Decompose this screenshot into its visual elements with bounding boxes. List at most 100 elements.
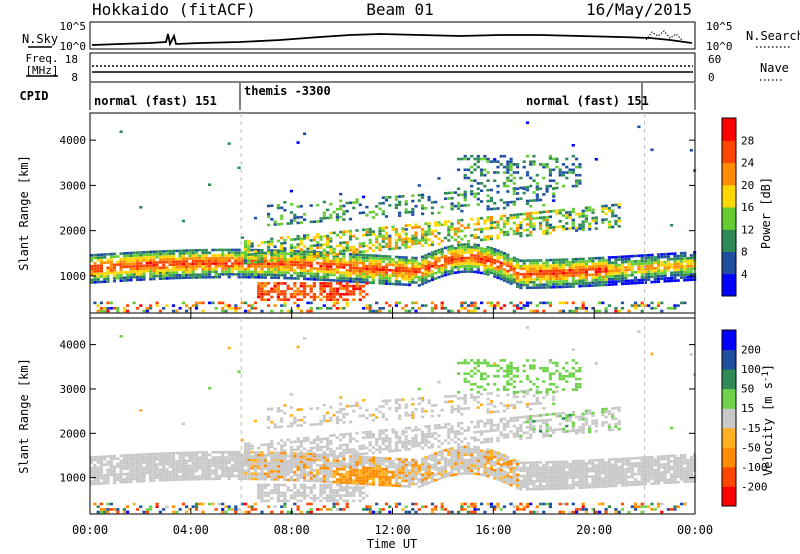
cpid-segment-3: normal (fast) 151 <box>526 94 649 108</box>
velocity-cell <box>214 456 218 459</box>
power-cell <box>165 271 169 275</box>
power-cell <box>339 252 343 256</box>
velocity-cell <box>352 457 356 461</box>
power-cell <box>424 230 428 234</box>
power-cell <box>525 173 530 177</box>
power-cell <box>561 272 566 275</box>
power-cell <box>542 275 546 278</box>
velocity-cell <box>362 508 366 511</box>
power-cell <box>486 259 490 263</box>
power-cell <box>391 228 395 231</box>
velocity-cell <box>250 447 254 450</box>
velocity-cell <box>332 462 336 465</box>
power-cell <box>571 279 575 283</box>
power-cell <box>571 268 575 272</box>
power-cell <box>335 276 339 280</box>
velocity-cell <box>339 486 343 489</box>
velocity-cell <box>440 455 444 458</box>
velocity-cell <box>329 491 333 495</box>
velocity-cell <box>322 489 326 492</box>
power-cell <box>407 283 412 287</box>
velocity-cell <box>171 510 176 514</box>
power-cell <box>571 163 575 166</box>
power-cell <box>99 256 103 259</box>
velocity-cell <box>378 405 382 408</box>
power-cell <box>224 273 228 276</box>
power-cell <box>342 241 346 244</box>
velocity-cell <box>293 416 297 420</box>
velocity-cell <box>443 425 448 429</box>
velocity-cell <box>208 461 212 465</box>
power-cell <box>486 157 490 161</box>
power-cell <box>404 224 408 227</box>
power-cell <box>624 266 628 269</box>
velocity-cell <box>283 497 287 500</box>
power-cell <box>267 290 271 293</box>
power-cell <box>149 272 153 275</box>
power-cell <box>539 221 543 225</box>
power-cell <box>276 298 280 301</box>
power-cell <box>194 301 199 305</box>
power-cell <box>584 217 588 220</box>
velocity-cell <box>194 505 199 508</box>
velocity-cell <box>365 408 369 412</box>
velocity-cell <box>398 441 402 444</box>
power-cell <box>381 210 385 213</box>
velocity-cell <box>142 461 146 464</box>
velocity-cell <box>404 427 408 430</box>
power-cell <box>584 284 588 288</box>
velocity-cell <box>221 456 225 459</box>
power-cell <box>237 248 241 252</box>
power-cell <box>250 253 254 256</box>
power-cell <box>312 244 316 247</box>
power-cell <box>424 256 428 260</box>
velocity-cell <box>198 456 202 460</box>
power-cell <box>326 295 330 299</box>
velocity-cell <box>208 459 212 462</box>
velocity-cell <box>227 453 231 457</box>
power-cell <box>221 307 225 310</box>
power-cell <box>689 262 693 265</box>
velocity-cell <box>208 469 212 473</box>
velocity-cell <box>126 510 130 514</box>
power-cell <box>135 254 140 257</box>
velocity-cell <box>348 494 353 497</box>
power-cell <box>548 283 552 286</box>
power-cell <box>561 274 566 278</box>
power-cell <box>348 274 353 278</box>
power-cell <box>647 304 651 307</box>
power-cell <box>381 282 385 285</box>
velocity-cell <box>283 494 287 497</box>
power-cell <box>581 273 585 277</box>
velocity-cell <box>139 458 143 462</box>
velocity-cell <box>342 421 346 424</box>
power-cell <box>489 252 493 256</box>
velocity-cell <box>221 464 225 467</box>
velocity-cell <box>411 429 415 432</box>
velocity-cell <box>362 479 366 483</box>
power-cell <box>689 264 693 268</box>
power-cell <box>388 255 392 258</box>
power-cell <box>509 168 513 172</box>
velocity-cell <box>352 409 356 413</box>
power-cell <box>575 307 579 310</box>
power-cell <box>539 278 543 281</box>
power-cell <box>676 263 680 266</box>
velocity-cell <box>309 471 313 475</box>
power-cell <box>329 216 333 220</box>
power-cell <box>470 179 474 182</box>
power-cell <box>319 246 323 249</box>
velocity-cell <box>293 452 297 455</box>
velocity-cell <box>227 456 231 459</box>
velocity-cell <box>106 471 110 474</box>
power-cell <box>640 276 644 279</box>
power-cell <box>404 211 408 214</box>
power-cell <box>463 307 467 310</box>
power-cell <box>486 188 490 192</box>
power-cell <box>358 287 362 291</box>
velocity-cell <box>267 418 271 421</box>
power-cell <box>106 253 110 256</box>
velocity-cell <box>375 456 379 460</box>
power-cell <box>296 271 300 275</box>
power-cell <box>185 260 189 263</box>
